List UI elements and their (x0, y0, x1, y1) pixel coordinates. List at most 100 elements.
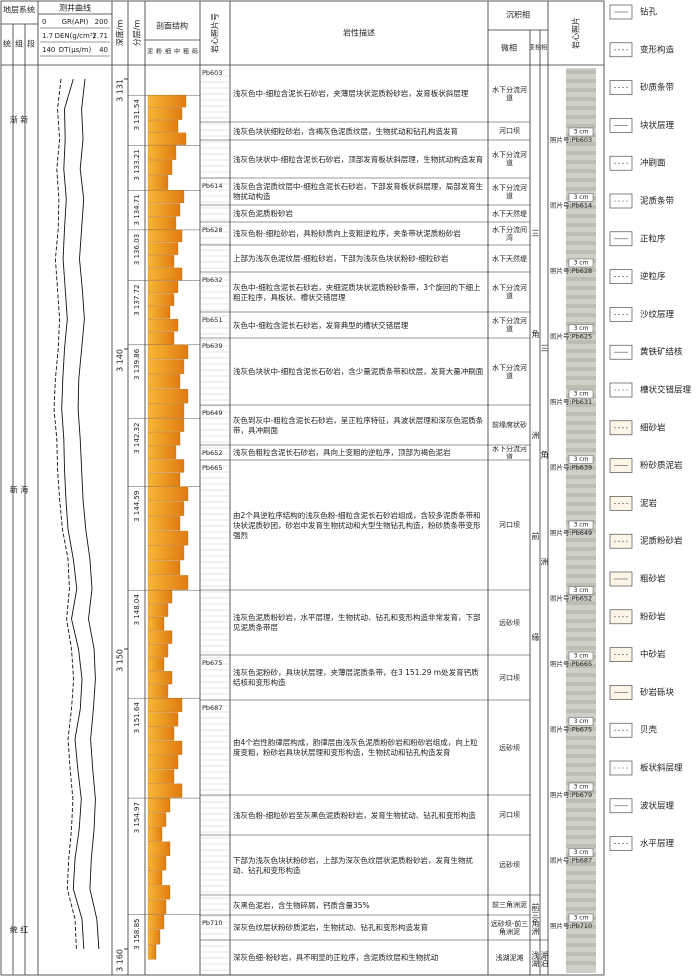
lithology-bar (147, 590, 173, 604)
scale-box (568, 127, 594, 137)
scale-box (568, 848, 594, 857)
legend-icon (609, 420, 633, 436)
subfacies: 三角洲前缘 (531, 228, 540, 734)
core-texture (566, 889, 596, 893)
log-min: 1.7 (42, 32, 53, 40)
core-texture (566, 97, 596, 101)
legend-label: 板状斜层理 (640, 763, 683, 774)
core-texture (566, 745, 596, 749)
layer-label: 3 133.21 (133, 149, 141, 180)
legend-icon (609, 647, 633, 662)
scale-box (568, 717, 594, 726)
depth-label: 3 140 (116, 349, 125, 372)
log-name: DT(μs/m) (59, 46, 92, 54)
core-texture (566, 583, 596, 587)
lithology-bar (147, 229, 183, 243)
photo-no: Pb665 (202, 464, 222, 472)
core-texture (566, 736, 596, 740)
description: 灰色到灰中-粗粒含泥长石砂岩，呈正粒序特征，具波状层理和深灰色泥质条带，具冲刷面 (233, 415, 484, 435)
scale-box (568, 258, 594, 268)
core-texture (566, 772, 596, 776)
core-texture (566, 295, 596, 299)
lithology-bar (147, 359, 185, 374)
legend-label: 泥岩 (640, 498, 658, 509)
scale-label: 3 cm (574, 653, 589, 660)
legend-label: 细砂岩 (640, 422, 666, 433)
core-texture (566, 790, 596, 794)
lithology-bar (147, 827, 163, 842)
lithology-bar (147, 403, 185, 419)
lithology-bar (147, 914, 165, 930)
legend-icon (609, 42, 633, 58)
grain-class: 粗 (183, 48, 189, 56)
strata-name: 渐 新 (10, 115, 29, 125)
core-texture (566, 934, 596, 938)
core-texture (566, 502, 596, 506)
lithology-bar (147, 769, 175, 784)
depth-label: 3 160 (116, 949, 125, 972)
lithology-bar (147, 603, 169, 617)
core-texture (566, 601, 596, 605)
photo-no: Pb632 (202, 276, 222, 284)
photo-label: 照片号:Pb710 (550, 921, 592, 930)
photo-no: Pb675 (202, 659, 222, 667)
lithology-bar (147, 132, 187, 145)
description: 浅灰色块状中-细粒含泥长石砂岩，含少量泥质条带和纹层，发育大量冲刷面 (233, 367, 484, 376)
core-texture (566, 232, 596, 236)
log-min: 0 (42, 18, 46, 26)
core-texture (566, 250, 596, 254)
scale-label: 3 cm (574, 325, 589, 332)
core-texture (566, 241, 596, 245)
microfacies: 前三角洲泥 (492, 901, 527, 909)
core-texture (566, 673, 596, 677)
core-texture (566, 223, 596, 227)
core-texture (566, 898, 596, 902)
core-texture (566, 952, 596, 956)
description: 上部为浅灰色泥纹层-细粒砂岩，下部为浅灰色块状粉砂-细粒砂岩 (233, 254, 449, 263)
layer-label: 3 142.32 (133, 423, 141, 454)
lithology-bar (147, 486, 189, 502)
core-texture (566, 610, 596, 614)
lithology-bar (147, 630, 173, 644)
microfacies: 前缘席状砂 (492, 421, 527, 429)
legend-label: 钻孔 (640, 7, 658, 18)
scale-box (568, 193, 594, 202)
legend-label: 块状层理 (640, 120, 675, 131)
log-curve (53, 78, 77, 950)
core-texture (566, 664, 596, 668)
strata-level: 组 (15, 39, 23, 49)
core-texture (566, 358, 596, 362)
description: 浅灰色粉-细粒砂岩至灰黑色泥质粉砂岩，发育生物扰动、钻孔和变形构造 (233, 810, 476, 820)
core-texture (566, 160, 596, 164)
lithology-bar (147, 899, 167, 915)
microfacies: 浅湖泥滩 (495, 953, 524, 962)
legend-icon (609, 836, 633, 851)
core-texture (566, 709, 596, 713)
scale-label: 3 cm (574, 129, 589, 136)
description: 由4个岩性韵律层构成，韵律层由浅灰色泥质粉砂岩和粉砂岩组成，向上粒度变粗，粉砂岩… (233, 738, 478, 757)
scale-box (568, 651, 594, 661)
layer-label: 3 134.71 (133, 194, 141, 225)
core-texture (566, 925, 596, 929)
lithology-bar (147, 175, 169, 190)
core-texture (566, 565, 596, 569)
lithology-bar (147, 684, 169, 698)
core-texture (566, 799, 596, 803)
facies-header: 沉积相 (506, 10, 530, 20)
core-texture (566, 448, 596, 452)
core-texture (566, 214, 596, 218)
core-texture (566, 277, 596, 281)
layer-label: 3 154.97 (133, 802, 141, 833)
lithology-bar (147, 344, 189, 360)
description: 灰黑色泥岩，含生物碎屑，钙质含量35% (233, 900, 370, 910)
lithology-bar (147, 783, 183, 798)
photo-label: 照片号:Pb614 (550, 201, 592, 210)
lithology-bar (147, 216, 177, 230)
lithology-bar (147, 740, 183, 755)
layer-label: 3 151.64 (133, 702, 141, 734)
facies-level: 相 (541, 44, 547, 52)
scale-label: 3 cm (574, 456, 589, 463)
lithology-bar (147, 145, 177, 160)
legend-icon (609, 155, 633, 171)
grain-class: 砾 (192, 48, 198, 56)
